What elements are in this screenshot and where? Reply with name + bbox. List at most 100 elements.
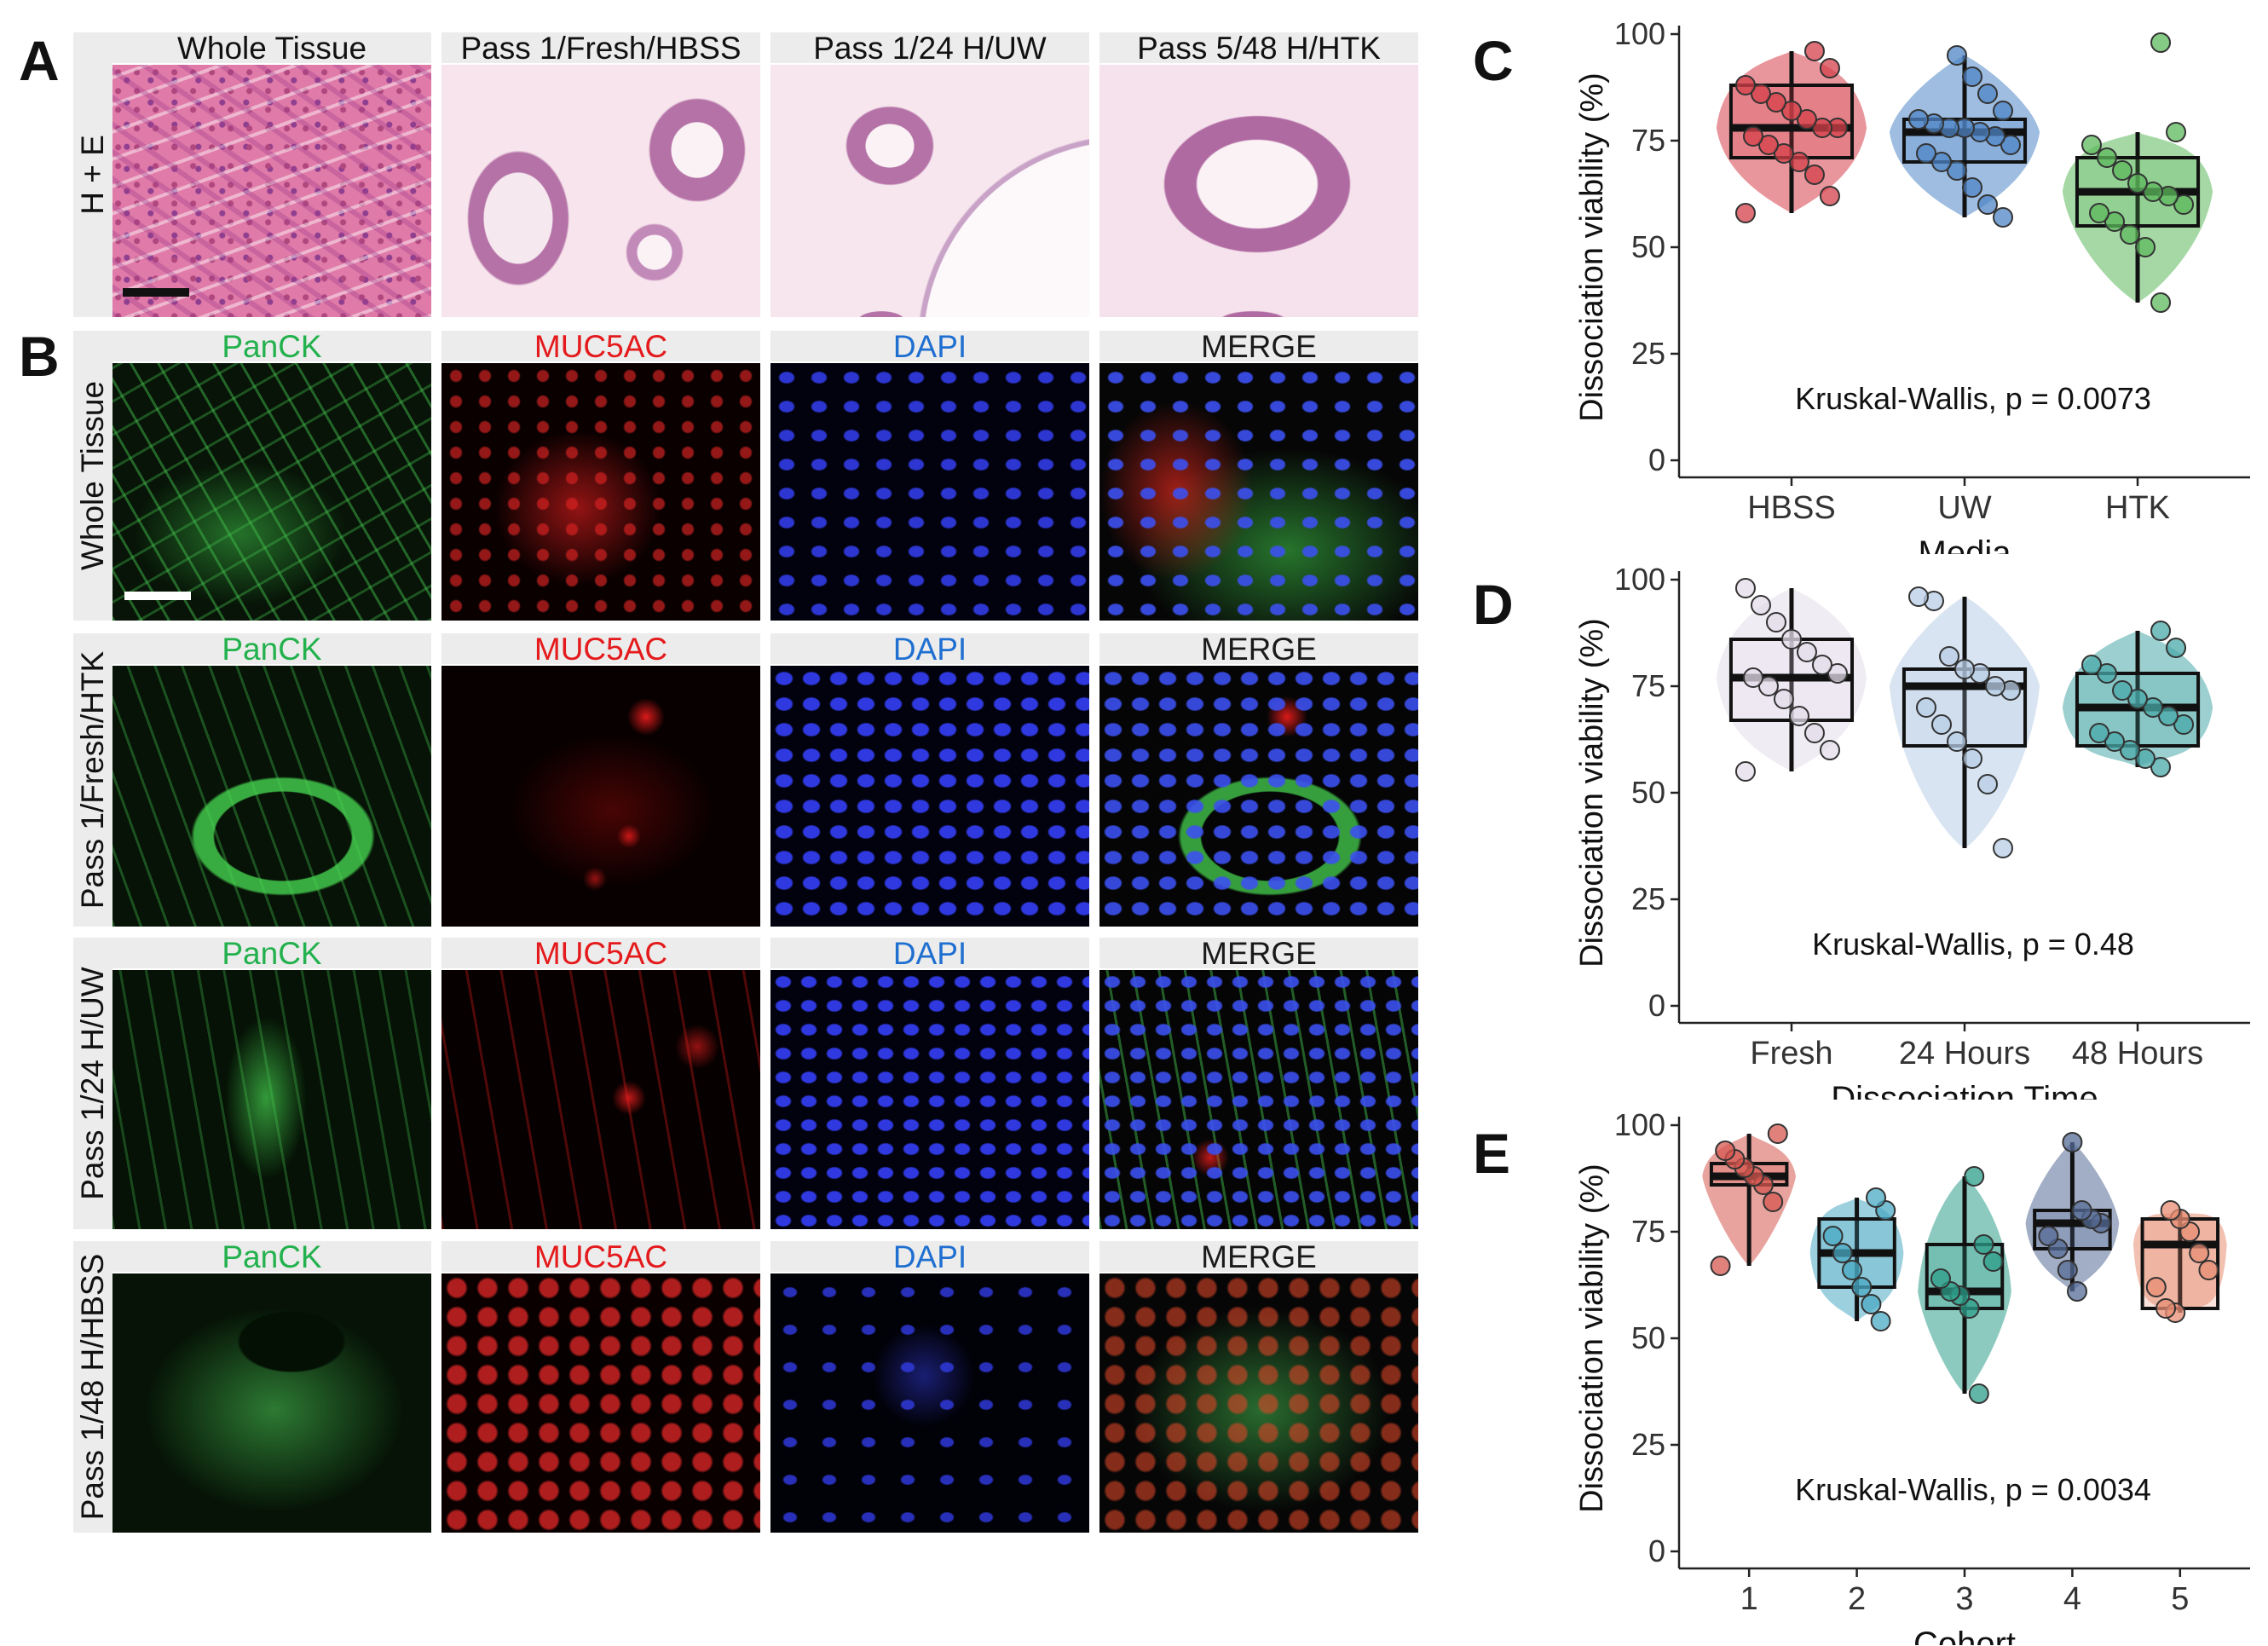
if-header-panck-3: PanCK bbox=[113, 938, 431, 970]
data-point bbox=[2089, 203, 2110, 223]
y-tick-label: 100 bbox=[1614, 563, 1665, 597]
data-point bbox=[1930, 1268, 1951, 1289]
data-point bbox=[1915, 143, 1936, 164]
data-point bbox=[1962, 66, 1983, 87]
data-point bbox=[2081, 655, 2103, 675]
data-point bbox=[1977, 194, 1999, 215]
panel-letter-c: C bbox=[1473, 29, 1514, 92]
data-point bbox=[1866, 1187, 1887, 1208]
if-image-merge-pass1-24h-uw bbox=[1099, 970, 1418, 1229]
data-point bbox=[2000, 135, 2022, 155]
if-image-merge-pass1-fresh-htk bbox=[1099, 666, 1418, 927]
data-point bbox=[1710, 1256, 1731, 1276]
data-point bbox=[1930, 714, 1952, 735]
data-point bbox=[2127, 689, 2149, 709]
data-point bbox=[1841, 1260, 1862, 1280]
he-row-label-box: H + E bbox=[73, 32, 113, 317]
y-tick-label: 25 bbox=[1631, 881, 1665, 916]
data-point bbox=[1767, 1123, 1788, 1144]
data-point bbox=[1742, 126, 1763, 147]
data-point bbox=[1946, 160, 1967, 181]
x-tick-label: 2 bbox=[1848, 1581, 1866, 1617]
data-point bbox=[2166, 638, 2187, 658]
y-tick-label: 0 bbox=[1648, 1533, 1665, 1568]
if-header-panck-4: PanCK bbox=[113, 1241, 431, 1273]
x-tick-label: HBSS bbox=[1747, 490, 1835, 526]
data-point bbox=[2150, 32, 2172, 53]
if-image-muc5ac-pass1-24h-uw bbox=[441, 970, 760, 1229]
if-image-dapi-whole-tissue bbox=[770, 363, 1089, 621]
data-point bbox=[1946, 45, 1967, 66]
data-point bbox=[1962, 748, 1983, 769]
x-tick-label: 4 bbox=[2063, 1581, 2081, 1617]
if-row-label-box-1: Whole Tissue bbox=[73, 331, 113, 621]
if-row-label-3: Pass 1/24 H/UW bbox=[75, 967, 110, 1200]
data-point bbox=[1827, 663, 1848, 684]
data-point bbox=[1993, 207, 2014, 228]
x-tick-label: 5 bbox=[2171, 1581, 2189, 1617]
data-point bbox=[1930, 152, 1952, 172]
data-point bbox=[1811, 118, 1832, 138]
if-header-merge-3: MERGE bbox=[1099, 938, 1418, 970]
if-header-dapi-4: DAPI bbox=[770, 1241, 1089, 1273]
data-point bbox=[2104, 731, 2126, 752]
data-point bbox=[2155, 1298, 2177, 1319]
data-point bbox=[1734, 203, 1756, 223]
data-point bbox=[1757, 135, 1779, 155]
data-point bbox=[2143, 182, 2164, 202]
data-point bbox=[1742, 667, 1763, 688]
he-image-whole-tissue bbox=[113, 65, 431, 317]
data-point bbox=[1954, 659, 1975, 679]
panel-letter-a: A bbox=[19, 29, 60, 92]
data-point bbox=[1750, 595, 1771, 615]
data-point bbox=[1870, 1311, 1891, 1331]
if-header-muc5ac-3: MUC5AC bbox=[441, 938, 760, 970]
data-point bbox=[1977, 84, 1999, 104]
panel-letter-b: B bbox=[19, 325, 60, 388]
x-tick-label: HTK bbox=[2105, 490, 2170, 526]
data-point bbox=[1851, 1277, 1873, 1297]
if-image-panck-pass1-fresh-htk bbox=[113, 666, 431, 927]
data-point bbox=[1977, 774, 1999, 794]
data-point bbox=[2173, 194, 2195, 215]
x-axis-label: Cohort bbox=[1913, 1626, 2016, 1645]
data-point bbox=[2057, 1260, 2078, 1280]
data-point bbox=[1734, 75, 1756, 95]
if-header-panck-1: PanCK bbox=[113, 331, 431, 363]
if-image-panck-pass1-48h-hbss bbox=[113, 1273, 431, 1533]
data-point bbox=[1832, 1243, 1853, 1263]
he-col-header-4: Pass 5/48 H/HTK bbox=[1099, 32, 1418, 65]
data-point bbox=[1763, 1192, 1784, 1212]
data-point bbox=[2112, 160, 2133, 181]
if-header-dapi-1: DAPI bbox=[770, 331, 1089, 363]
he-image-pass1-24h-uw bbox=[770, 65, 1089, 317]
data-point bbox=[1964, 1166, 1985, 1187]
data-point bbox=[1938, 646, 1959, 667]
y-axis-label: Dissociation viability (%) bbox=[1574, 1164, 1610, 1513]
y-tick-label: 75 bbox=[1631, 123, 1665, 158]
he-image-pass5-48h-htk bbox=[1099, 65, 1418, 317]
data-point bbox=[1788, 706, 1809, 726]
data-point bbox=[2166, 122, 2187, 142]
if-header-merge-1: MERGE bbox=[1099, 331, 1418, 363]
if-image-muc5ac-whole-tissue bbox=[441, 363, 760, 621]
data-point bbox=[2071, 1200, 2092, 1221]
data-point bbox=[1982, 1251, 2004, 1272]
data-point bbox=[2104, 211, 2126, 232]
if-header-muc5ac-2: MUC5AC bbox=[441, 633, 760, 666]
data-point bbox=[2150, 292, 2172, 313]
he-scale-bar bbox=[123, 288, 189, 297]
panel-letter-e: E bbox=[1473, 1122, 1511, 1185]
data-point bbox=[2173, 714, 2195, 735]
data-point bbox=[1907, 109, 1929, 130]
if-row-label-box-2: Pass 1/Fresh/HTK bbox=[73, 633, 113, 927]
data-point bbox=[2145, 1277, 2167, 1297]
y-tick-label: 25 bbox=[1631, 1427, 1665, 1462]
if-image-dapi-pass1-24h-uw bbox=[770, 970, 1089, 1229]
y-tick-label: 25 bbox=[1631, 336, 1665, 371]
data-point bbox=[1915, 697, 1936, 718]
kruskal-wallis-annotation: Kruskal-Wallis, p = 0.0034 bbox=[1795, 1472, 2151, 1507]
x-tick-label: Fresh bbox=[1750, 1036, 1832, 1071]
